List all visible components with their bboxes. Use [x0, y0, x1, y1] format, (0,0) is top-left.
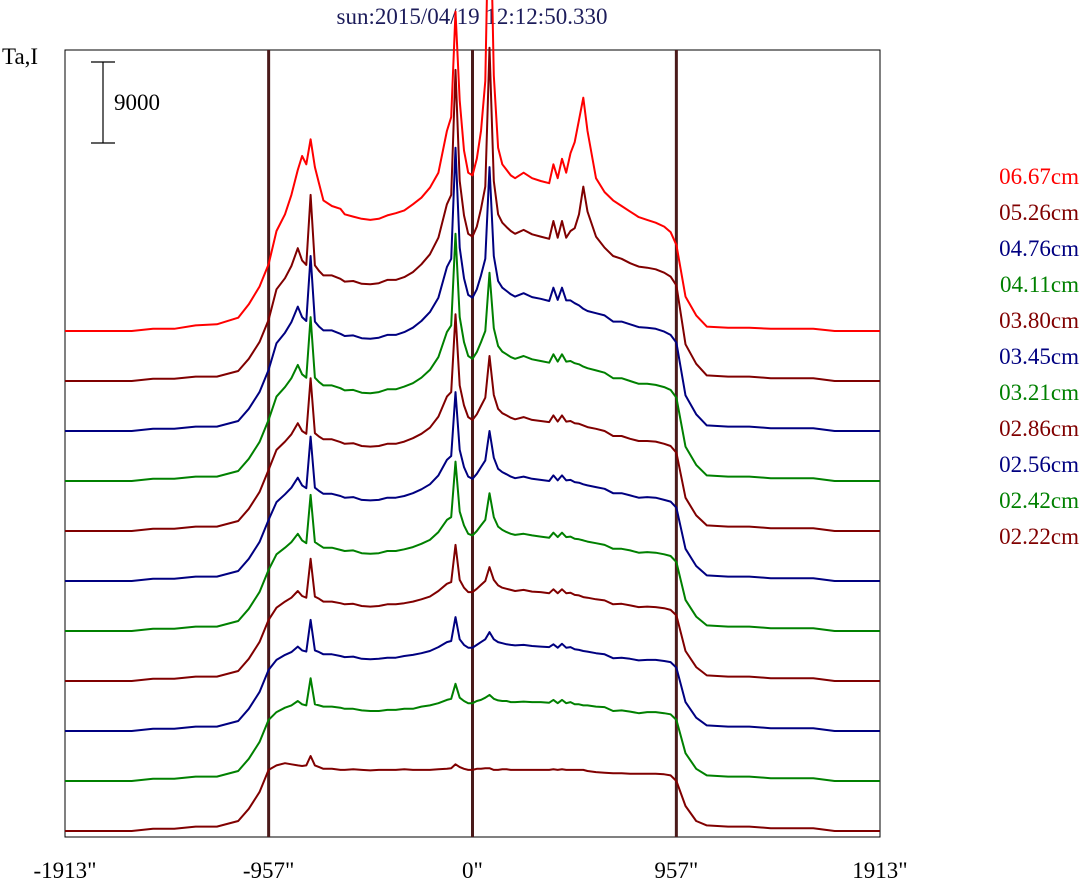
series-line-03.80cm: [65, 313, 880, 532]
scale-bar: 9000: [91, 61, 160, 144]
series-lines: [65, 0, 880, 832]
vertical-markers: [267, 50, 678, 837]
x-tick-labels: -1913" -957" 0" 957" 1913": [33, 858, 907, 883]
x-tick-label-3: 957": [654, 858, 698, 883]
x-tick-label-4: 1913": [852, 858, 907, 883]
legend-item-05.26cm: 05.26cm: [999, 200, 1079, 225]
series-line-04.76cm: [65, 146, 880, 432]
legend-item-03.80cm: 03.80cm: [999, 308, 1079, 333]
legend-item-02.86cm: 02.86cm: [999, 416, 1079, 441]
legend-item-02.22cm: 02.22cm: [999, 524, 1079, 549]
series-line-02.42cm: [65, 677, 880, 782]
series-line-03.21cm: [65, 460, 880, 632]
series-line-03.45cm: [65, 391, 880, 582]
series-line-02.56cm: [65, 616, 880, 732]
legend-item-03.45cm: 03.45cm: [999, 344, 1079, 369]
scale-bar-label: 9000: [114, 90, 160, 115]
legend: 06.67cm 05.26cm 04.76cm 04.11cm 03.80cm 03.45…: [999, 164, 1079, 549]
legend-item-02.56cm: 02.56cm: [999, 452, 1079, 477]
x-tick-label-2: 0": [462, 858, 483, 883]
series-line-02.86cm: [65, 543, 880, 682]
x-tick-label-0: -1913": [33, 858, 96, 883]
series-line-04.11cm: [65, 232, 880, 482]
y-axis-label: Ta,I: [2, 44, 38, 69]
legend-item-03.21cm: 03.21cm: [999, 380, 1079, 405]
series-line-06.67cm: [65, 0, 880, 332]
series-line-05.26cm: [65, 46, 880, 382]
x-tick-label-1: -957": [243, 858, 295, 883]
legend-item-04.76cm: 04.76cm: [999, 236, 1079, 261]
chart-title: sun:2015/04/19 12:12:50.330: [337, 4, 608, 29]
legend-item-06.67cm: 06.67cm: [999, 164, 1079, 189]
series-line-02.22cm: [65, 755, 880, 832]
legend-item-02.42cm: 02.42cm: [999, 488, 1079, 513]
legend-item-04.11cm: 04.11cm: [1000, 272, 1079, 297]
